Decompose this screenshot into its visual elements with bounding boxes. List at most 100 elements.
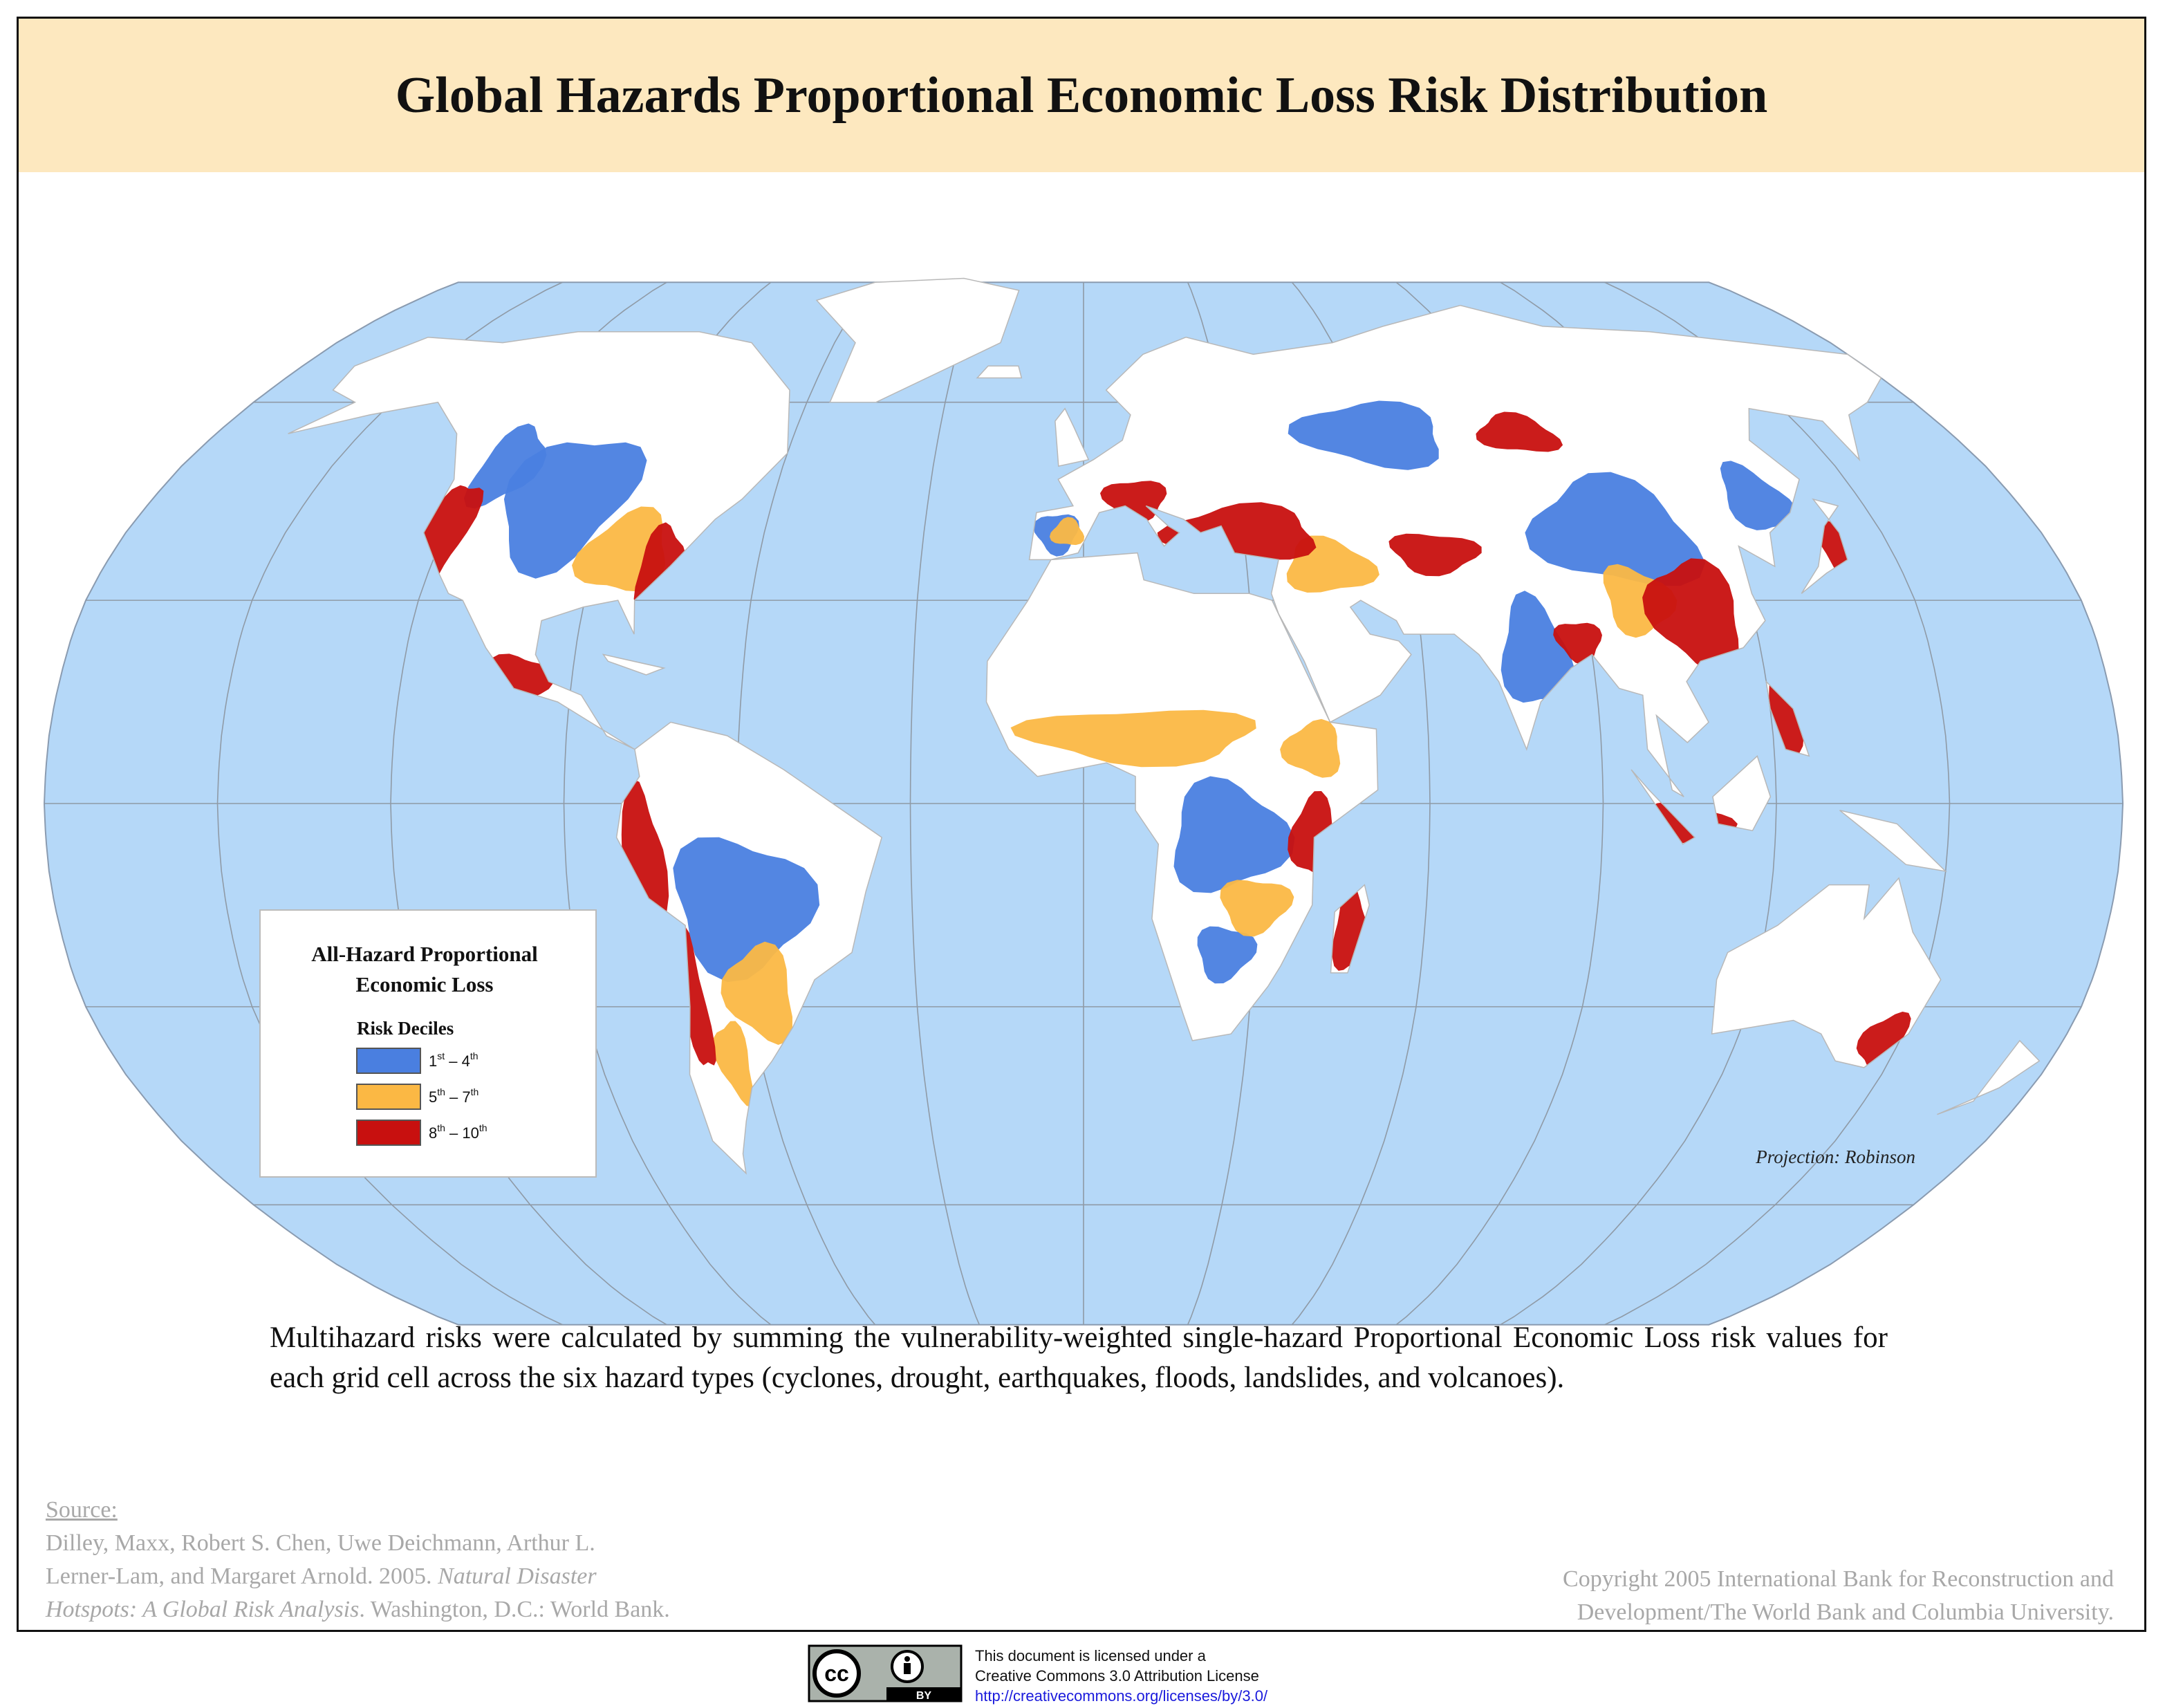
legend-label-sup: th [437, 1086, 445, 1097]
risk-areas [414, 400, 1911, 1107]
landmass [603, 654, 665, 675]
source-text: Hotspots: A Global Risk Analysis [46, 1597, 360, 1622]
risk-patch [1010, 709, 1256, 768]
landmass [1712, 756, 1771, 831]
by-body [904, 1663, 911, 1674]
copyright-line: Copyright 2005 International Bank for Re… [1563, 1566, 2114, 1592]
landmass [1839, 810, 1946, 871]
landmass [986, 553, 1378, 1041]
legend-swatch [356, 1120, 421, 1146]
header: Global Hazards Proportional Economic Los… [19, 19, 2144, 172]
legend-label: 8th – 10th [429, 1122, 487, 1142]
legend-label-main: – 7 [445, 1088, 471, 1106]
legend-swatch [356, 1048, 421, 1074]
risk-patch [1173, 776, 1295, 893]
legend-title: All-Hazard Proportional [311, 942, 538, 966]
risk-patch [1856, 1012, 1911, 1071]
coastlines [288, 277, 2041, 1175]
source-line: Dilley, Maxx, Robert S. Chen, Uwe Deichm… [46, 1527, 670, 1560]
legend-label-main: 1 [429, 1052, 437, 1070]
risk-patch [1720, 461, 1799, 530]
coastline [1054, 407, 1090, 467]
legend-label-sup: st [437, 1050, 445, 1061]
legend-label-main: 5 [429, 1088, 437, 1106]
legend-box [259, 909, 597, 1178]
coastline [1937, 1039, 2041, 1115]
legend-swatch [356, 1084, 421, 1110]
risk-patch [1049, 517, 1085, 546]
landmass [977, 366, 1022, 378]
risk-patch [1500, 591, 1575, 703]
coastline [1630, 769, 1696, 845]
cc-circle [812, 1649, 861, 1698]
legend-subtitle: Risk Deciles [357, 1018, 454, 1039]
frame [17, 17, 2146, 1632]
legend-label-sup: th [470, 1050, 478, 1061]
landmass [1054, 408, 1089, 467]
cc-logo: cc [824, 1661, 849, 1686]
risk-patch [1388, 533, 1482, 577]
legend-title: Economic Loss [356, 972, 494, 996]
risk-patch [1553, 622, 1602, 665]
coastline [1839, 810, 1947, 873]
coastline [976, 365, 1023, 379]
risk-patch [1642, 558, 1739, 676]
legend-label-sup: th [471, 1086, 479, 1097]
legend-label: 1st – 4th [429, 1050, 478, 1070]
source: Source: Dilley, Maxx, Robert S. Chen, Uw… [46, 1494, 670, 1626]
risk-patch [1220, 880, 1294, 937]
landmass [817, 278, 1019, 402]
legend-label-main: – 4 [445, 1052, 470, 1070]
legend-label: 5th – 7th [429, 1086, 478, 1106]
landmass [1937, 1040, 2040, 1115]
coastline [1028, 304, 1882, 797]
risk-patch [1288, 400, 1439, 470]
landmass [1711, 878, 1941, 1068]
coastline [615, 721, 883, 1175]
source-heading: Source: [46, 1497, 118, 1523]
risk-patch [1476, 411, 1563, 452]
legend-label-sup: th [437, 1122, 445, 1133]
coastline [1712, 755, 1772, 832]
legend-label-main: 8 [429, 1124, 437, 1142]
risk-patch [721, 941, 792, 1045]
coastline [602, 653, 666, 676]
legend-label-main: – 10 [445, 1124, 479, 1142]
risk-patch [713, 1021, 754, 1107]
risk-patch [1280, 718, 1341, 778]
license-line: Creative Commons 3.0 Attribution License [975, 1667, 1259, 1684]
risk-patch [673, 837, 820, 983]
source-text: . Washington, D.C.: World Bank. [359, 1597, 670, 1622]
projection-note: Projection: Robinson [1755, 1147, 1915, 1167]
risk-patch [682, 927, 716, 1066]
by-tag: BY [916, 1690, 932, 1702]
risk-patch [1525, 472, 1706, 586]
legend: All-Hazard Proportional Economic Loss Risk… [259, 909, 597, 1178]
legend-label-sup: th [479, 1122, 487, 1133]
source-text: Dilley, Maxx, Robert S. Chen, Uwe Deichm… [46, 1530, 595, 1556]
source-line: Hotspots: A Global Risk Analysis. Washin… [46, 1593, 670, 1626]
description: Multihazard risks were calculated by sum… [270, 1321, 1888, 1394]
coastline [985, 552, 1379, 1041]
badge-strip [886, 1687, 961, 1701]
coastline [815, 277, 1020, 403]
license-text: This document is licensed under a Creativ… [975, 1646, 1267, 1706]
coastline [1330, 884, 1370, 974]
license-line: This document is licensed under a [975, 1647, 1206, 1664]
by-head [904, 1656, 910, 1662]
coastline [1765, 680, 1810, 757]
risk-patch [1100, 481, 1167, 523]
source-line: Lerner-Lam, and Margaret Arnold. 2005. N… [46, 1560, 670, 1593]
risk-patch [1197, 926, 1258, 984]
source-text: Lerner-Lam, and Margaret Arnold. 2005. [46, 1563, 438, 1589]
copyright: Copyright 2005 International Bank for Re… [1563, 1563, 2114, 1629]
risk-patch [463, 423, 547, 509]
cc-badge: cc BY [808, 1644, 963, 1702]
risk-patch [503, 442, 647, 579]
source-text: Natural Disaster [438, 1563, 597, 1589]
coastline [1711, 877, 1942, 1068]
copyright-line: Development/The World Bank and Columbia … [1577, 1599, 2114, 1625]
license-url: http://creativecommons.org/licenses/by/3… [975, 1687, 1268, 1705]
